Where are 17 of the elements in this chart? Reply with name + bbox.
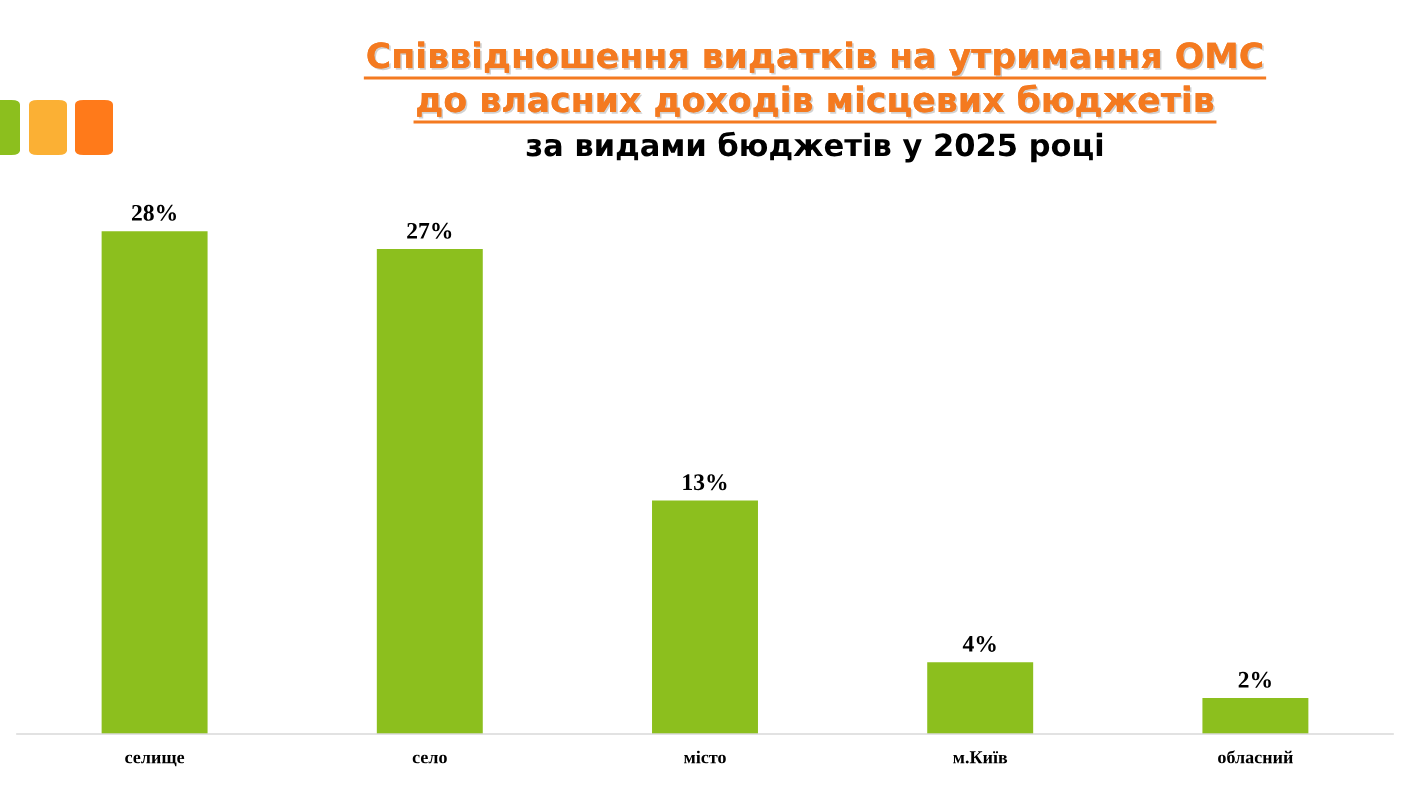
bar [652,500,758,734]
bar [101,231,208,734]
bar [1202,698,1309,734]
data-label: 28% [131,204,176,221]
bar [927,662,1034,734]
x-tick-label: обласний [1218,750,1293,764]
x-tick-label: селище [125,754,185,767]
data-label: 4% [962,635,996,652]
x-tick-label: село [412,754,447,764]
data-label: 13% [683,474,727,491]
x-tick-label: місто [683,750,726,764]
chart-subtitle: за видами бюджетів у 2025 році [526,131,1103,163]
data-label: 27% [407,222,452,239]
data-label: 2% [1238,671,1271,688]
bar [376,249,483,734]
x-tick-label: м.Київ [953,751,1008,764]
chart-title: Співвідношення видатків на утримання ОМС до власних доходів місцевих бюджетів [367,41,1264,119]
